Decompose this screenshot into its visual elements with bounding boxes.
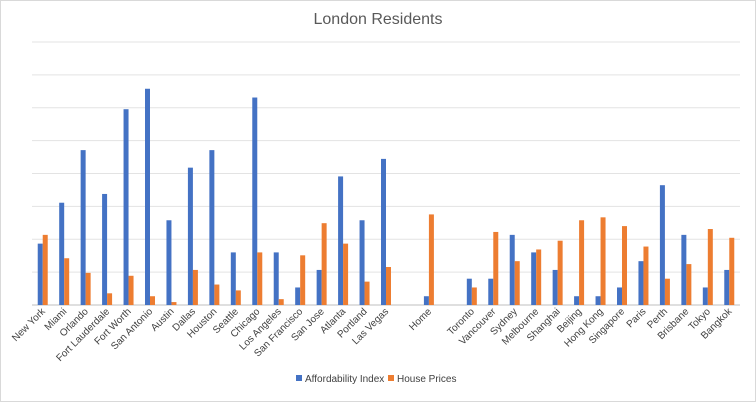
bar-affordability-7 xyxy=(187,167,193,305)
bar-house-prices-32 xyxy=(729,237,735,305)
bar-house-prices-1 xyxy=(64,258,70,305)
bar-house-prices-25 xyxy=(579,220,585,305)
legend-swatch-0 xyxy=(296,375,302,381)
bar-affordability-0 xyxy=(37,243,43,305)
bar-house-prices-20 xyxy=(471,287,477,305)
bar-affordability-2 xyxy=(80,150,86,305)
bar-affordability-3 xyxy=(102,193,108,305)
bar-affordability-30 xyxy=(681,234,687,305)
bar-affordability-21 xyxy=(488,278,494,305)
bar-affordability-29 xyxy=(659,185,665,305)
bar-affordability-26 xyxy=(595,296,601,305)
bar-house-prices-16 xyxy=(386,267,391,305)
bar-affordability-16 xyxy=(381,158,386,305)
bar-house-prices-27 xyxy=(622,226,627,305)
bar-affordability-14 xyxy=(338,176,344,305)
bar-affordability-13 xyxy=(316,269,322,305)
chart-title: London Residents xyxy=(314,11,443,28)
bar-house-prices-7 xyxy=(192,269,198,305)
bar-affordability-28 xyxy=(638,261,644,305)
bar-house-prices-21 xyxy=(493,231,499,305)
bar-affordability-20 xyxy=(466,278,472,305)
bars xyxy=(37,88,735,306)
bar-house-prices-29 xyxy=(664,278,670,305)
bar-house-prices-30 xyxy=(686,264,692,305)
bar-affordability-31 xyxy=(702,287,708,305)
bar-house-prices-5 xyxy=(150,296,155,305)
bar-affordability-6 xyxy=(166,220,172,305)
bar-house-prices-9 xyxy=(235,290,241,305)
bar-affordability-1 xyxy=(59,202,65,305)
bar-house-prices-0 xyxy=(42,234,48,305)
bar-affordability-11 xyxy=(273,252,279,305)
bar-house-prices-28 xyxy=(643,246,649,305)
bar-affordability-10 xyxy=(252,97,258,306)
bar-affordability-4 xyxy=(123,109,129,305)
bar-house-prices-4 xyxy=(128,275,134,305)
bar-affordability-18 xyxy=(423,296,429,305)
x-tick-label: Paris xyxy=(625,306,649,330)
x-tick-label: Home xyxy=(407,306,434,333)
bar-affordability-32 xyxy=(724,269,730,305)
bar-house-prices-11 xyxy=(278,299,284,305)
x-tick-label: Austin xyxy=(149,306,176,333)
bar-house-prices-8 xyxy=(214,284,220,305)
bar-house-prices-22 xyxy=(514,261,520,305)
legend-swatch-1 xyxy=(388,375,394,381)
bar-affordability-9 xyxy=(230,252,236,305)
bar-affordability-15 xyxy=(359,220,365,305)
legend: Affordability Index House Prices xyxy=(296,374,456,385)
bar-affordability-27 xyxy=(617,287,622,305)
bar-house-prices-2 xyxy=(85,272,91,305)
bar-house-prices-6 xyxy=(171,302,177,305)
bar-house-prices-14 xyxy=(343,243,349,305)
bar-house-prices-26 xyxy=(600,217,606,305)
bar-affordability-25 xyxy=(574,296,580,305)
bar-affordability-24 xyxy=(552,269,558,305)
bar-house-prices-3 xyxy=(107,293,113,305)
bar-house-prices-18 xyxy=(428,214,434,305)
legend-label-1: House Prices xyxy=(397,374,456,385)
bar-house-prices-31 xyxy=(707,229,713,305)
bar-house-prices-24 xyxy=(557,240,563,305)
bar-affordability-22 xyxy=(509,234,515,305)
bar-house-prices-12 xyxy=(300,255,306,305)
bar-house-prices-10 xyxy=(257,252,263,305)
bar-affordability-8 xyxy=(209,150,215,305)
bar-house-prices-15 xyxy=(364,281,370,305)
bar-house-prices-13 xyxy=(321,223,327,305)
legend-label-0: Affordability Index xyxy=(305,374,384,385)
bar-affordability-12 xyxy=(295,287,301,305)
bar-affordability-5 xyxy=(145,88,150,305)
bar-affordability-23 xyxy=(531,252,537,305)
bar-house-prices-23 xyxy=(536,249,542,305)
